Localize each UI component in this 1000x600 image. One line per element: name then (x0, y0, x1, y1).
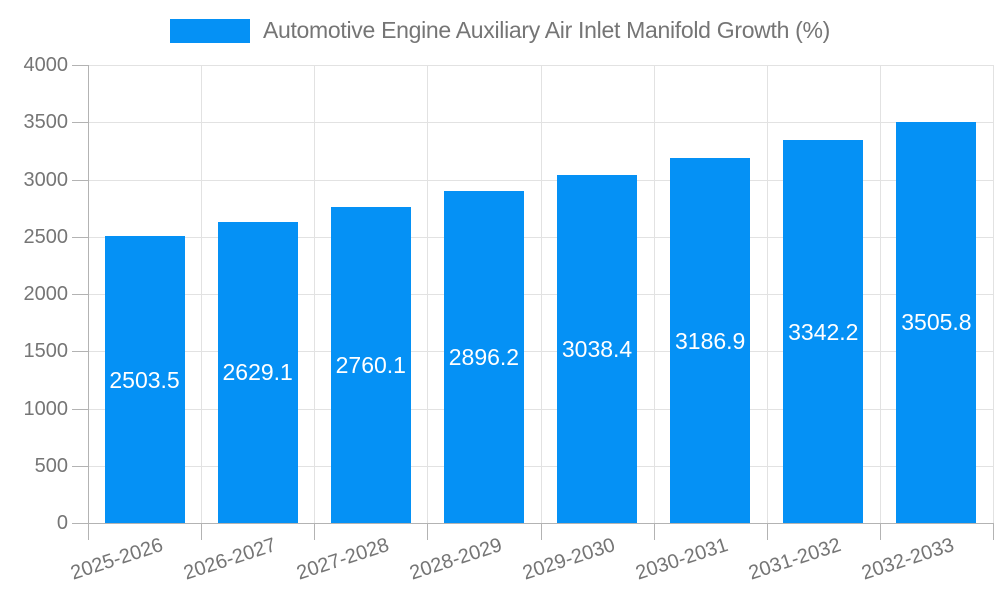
bar[interactable] (104, 236, 185, 523)
y-axis-line (88, 65, 89, 540)
x-axis-label: 2031-2032 (746, 534, 845, 585)
y-axis-label: 4000 (23, 54, 69, 76)
bar-value-label: 2629.1 (222, 359, 293, 386)
x-axis-tick (314, 523, 316, 540)
gridline-vertical (766, 65, 768, 523)
x-axis-tick (766, 523, 768, 540)
legend-swatch (169, 18, 250, 43)
gridline-vertical (540, 65, 542, 523)
x-axis-label: 2030-2031 (633, 534, 731, 585)
y-axis-tick (72, 122, 88, 124)
x-axis-tick (201, 523, 203, 540)
x-axis-label: 2026-2027 (180, 534, 279, 585)
y-axis-tick (72, 408, 88, 410)
y-axis-label: 2000 (23, 283, 69, 305)
y-axis-tick (72, 351, 88, 353)
bar[interactable] (217, 221, 298, 523)
gridline-vertical (879, 65, 881, 523)
gridline-vertical (993, 65, 994, 523)
x-axis-line (72, 523, 993, 524)
y-axis-label: 3000 (23, 168, 69, 191)
bar-value-label: 2760.1 (335, 351, 406, 378)
x-axis-tick (540, 523, 542, 540)
y-axis-tick (72, 236, 88, 238)
bar-value-label: 2896.2 (448, 344, 520, 371)
bar[interactable] (896, 121, 977, 523)
y-axis-tick (72, 65, 88, 66)
y-axis-tick (72, 294, 88, 295)
x-axis-tick (993, 523, 994, 540)
x-axis-tick (653, 523, 655, 540)
x-axis-label: 2025-2026 (67, 534, 166, 585)
bar[interactable] (783, 140, 864, 523)
bar-value-label: 3342.2 (788, 318, 859, 345)
bar-value-label: 2503.5 (109, 366, 180, 393)
legend-label: Automotive Engine Auxiliary Air Inlet Ma… (262, 17, 831, 43)
x-axis-tick (88, 523, 89, 540)
x-axis-label: 2029-2030 (520, 534, 618, 585)
bar[interactable] (557, 175, 638, 523)
legend[interactable]: Automotive Engine Auxiliary Air Inlet Ma… (0, 17, 1000, 44)
x-axis-label: 2028-2029 (406, 534, 505, 585)
y-axis-label: 0 (56, 512, 68, 534)
bar-value-label: 3038.4 (561, 336, 633, 363)
y-axis-tick (72, 465, 88, 467)
bar[interactable] (330, 206, 411, 523)
gridline-vertical (653, 65, 655, 523)
x-axis-label: 2032-2033 (859, 534, 958, 585)
bar-value-label: 3505.8 (901, 309, 972, 336)
bar[interactable] (670, 158, 751, 523)
y-axis-label: 2500 (23, 225, 69, 248)
bar-value-label: 3186.9 (675, 327, 746, 354)
y-axis-label: 1000 (23, 397, 69, 420)
x-axis-tick (427, 523, 429, 540)
gridline-vertical (314, 65, 316, 523)
y-axis-label: 1500 (23, 340, 69, 363)
x-axis-label: 2027-2028 (293, 534, 392, 585)
gridline-vertical (201, 65, 203, 523)
y-axis-label: 500 (34, 454, 68, 477)
gridline-vertical (427, 65, 429, 523)
x-axis-tick (879, 523, 881, 540)
bar[interactable] (443, 191, 524, 523)
y-axis-tick (72, 179, 88, 181)
y-axis-label: 3500 (23, 111, 69, 134)
